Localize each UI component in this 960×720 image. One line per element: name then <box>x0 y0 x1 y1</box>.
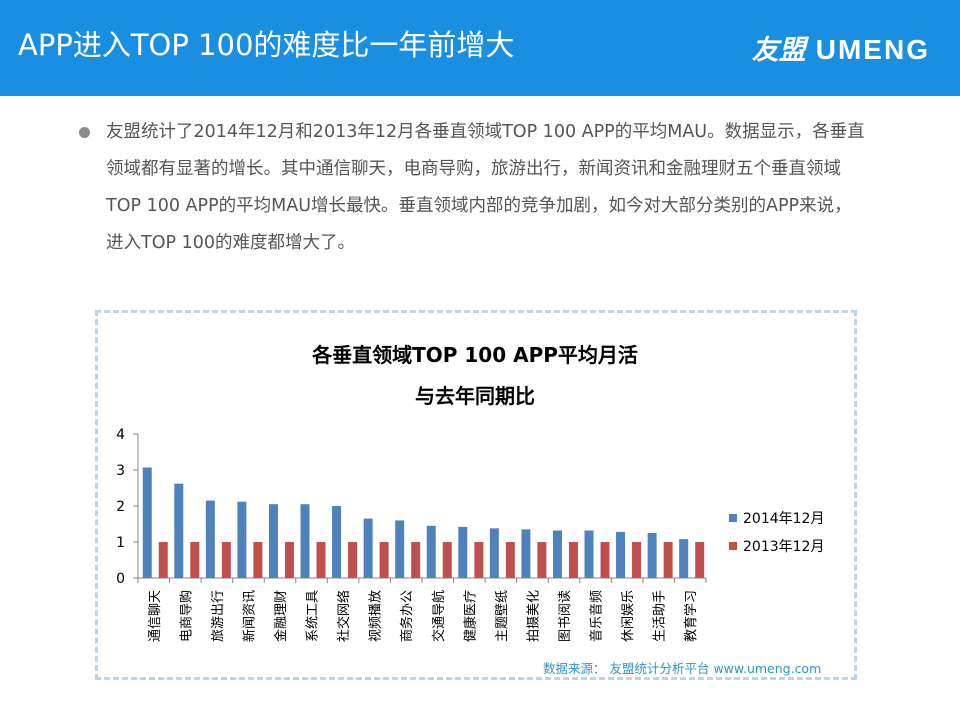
bar-2013 <box>379 542 389 578</box>
y-tick-label: 2 <box>116 499 125 515</box>
bar-2013 <box>505 542 515 578</box>
chart-frame <box>95 310 857 680</box>
y-tick-label: 0 <box>116 571 125 587</box>
bar-2013 <box>537 542 547 578</box>
bar-2013 <box>474 542 484 578</box>
source-note: 数据来源： 友盟统计分析平台 www.umeng.com <box>543 661 822 676</box>
x-category-label: 拍摄美化 <box>526 590 541 642</box>
bar-2014 <box>363 518 373 578</box>
bar-2013 <box>442 542 452 578</box>
bar-2014 <box>332 506 342 578</box>
y-tick-label: 4 <box>116 427 125 443</box>
x-category-label: 金融理财 <box>273 590 289 642</box>
bar-2014 <box>142 467 152 578</box>
x-category-label: 视频播放 <box>369 590 384 642</box>
bar-2014 <box>552 530 562 578</box>
x-category-label: 社交网络 <box>336 590 352 642</box>
x-category-label: 生活助手 <box>653 590 668 642</box>
bar-2013 <box>158 542 168 578</box>
bar-2014 <box>426 525 436 578</box>
x-category-label: 主题壁纸 <box>495 590 510 642</box>
chart-title-line1: 各垂直领域TOP 100 APP平均月活 <box>311 343 638 367</box>
bar-2013 <box>221 542 231 578</box>
bullet-dot <box>79 127 90 138</box>
x-category-label: 旅游出行 <box>211 590 226 642</box>
x-category-label: 休闲娱乐 <box>621 590 636 642</box>
bar-2014 <box>458 526 468 578</box>
page-title: APP进入TOP 100的难度比一年前增大 <box>18 28 515 62</box>
logo-en-text: UMENG <box>815 34 930 65</box>
bar-2014 <box>395 520 405 578</box>
x-category-label: 教育学习 <box>683 590 699 642</box>
x-category-label: 音乐音频 <box>589 590 605 642</box>
x-category-label: 系统工具 <box>306 590 321 642</box>
bar-2014 <box>521 529 531 578</box>
x-category-label: 通信聊天 <box>148 590 163 642</box>
legend-label: 2013年12月 <box>743 539 824 555</box>
y-tick-label: 1 <box>116 535 125 551</box>
legend-swatch-2014 <box>729 514 737 522</box>
bar-2014 <box>679 539 689 578</box>
x-category-label: 商务办公 <box>399 590 415 642</box>
bar-2013 <box>695 542 705 578</box>
bar-2013 <box>316 542 326 578</box>
bar-2014 <box>300 504 310 578</box>
legend-label: 2014年12月 <box>743 511 824 527</box>
legend-swatch-2013 <box>729 542 737 550</box>
bar-2013 <box>568 542 578 578</box>
logo-cn-text: 友盟 <box>751 35 806 66</box>
header-bar: APP进入TOP 100的难度比一年前增大 友盟 UMENG <box>0 0 960 96</box>
bar-2013 <box>632 542 642 578</box>
bar-2013 <box>600 542 610 578</box>
x-category-label: 交通导航 <box>431 590 447 642</box>
x-category-label: 图书阅读 <box>558 590 573 642</box>
chart-title-line2: 与去年同期比 <box>415 384 535 408</box>
bar-2014 <box>489 528 499 578</box>
bar-2014 <box>584 530 594 578</box>
summary-paragraph: 友盟统计了2014年12月和2013年12月各垂直领域TOP 100 APP的平… <box>106 122 865 253</box>
bar-2014 <box>616 531 626 578</box>
bar-2014 <box>174 483 184 578</box>
bar-2013 <box>411 542 421 578</box>
bar-2014 <box>205 500 215 578</box>
umeng-logo: 友盟 UMENG <box>752 28 930 67</box>
bar-2013 <box>348 542 358 578</box>
bar-2014 <box>237 501 247 578</box>
bar-2014 <box>268 504 278 578</box>
bar-2014 <box>647 533 657 578</box>
x-category-label: 电商导购 <box>178 590 194 642</box>
y-tick-label: 3 <box>116 463 125 479</box>
bar-2013 <box>663 542 673 578</box>
bar-2013 <box>284 542 294 578</box>
x-category-label: 健康医疗 <box>462 590 478 642</box>
x-category-label: 新闻资讯 <box>241 590 257 642</box>
bar-2013 <box>253 542 263 578</box>
bar-2013 <box>190 542 200 578</box>
